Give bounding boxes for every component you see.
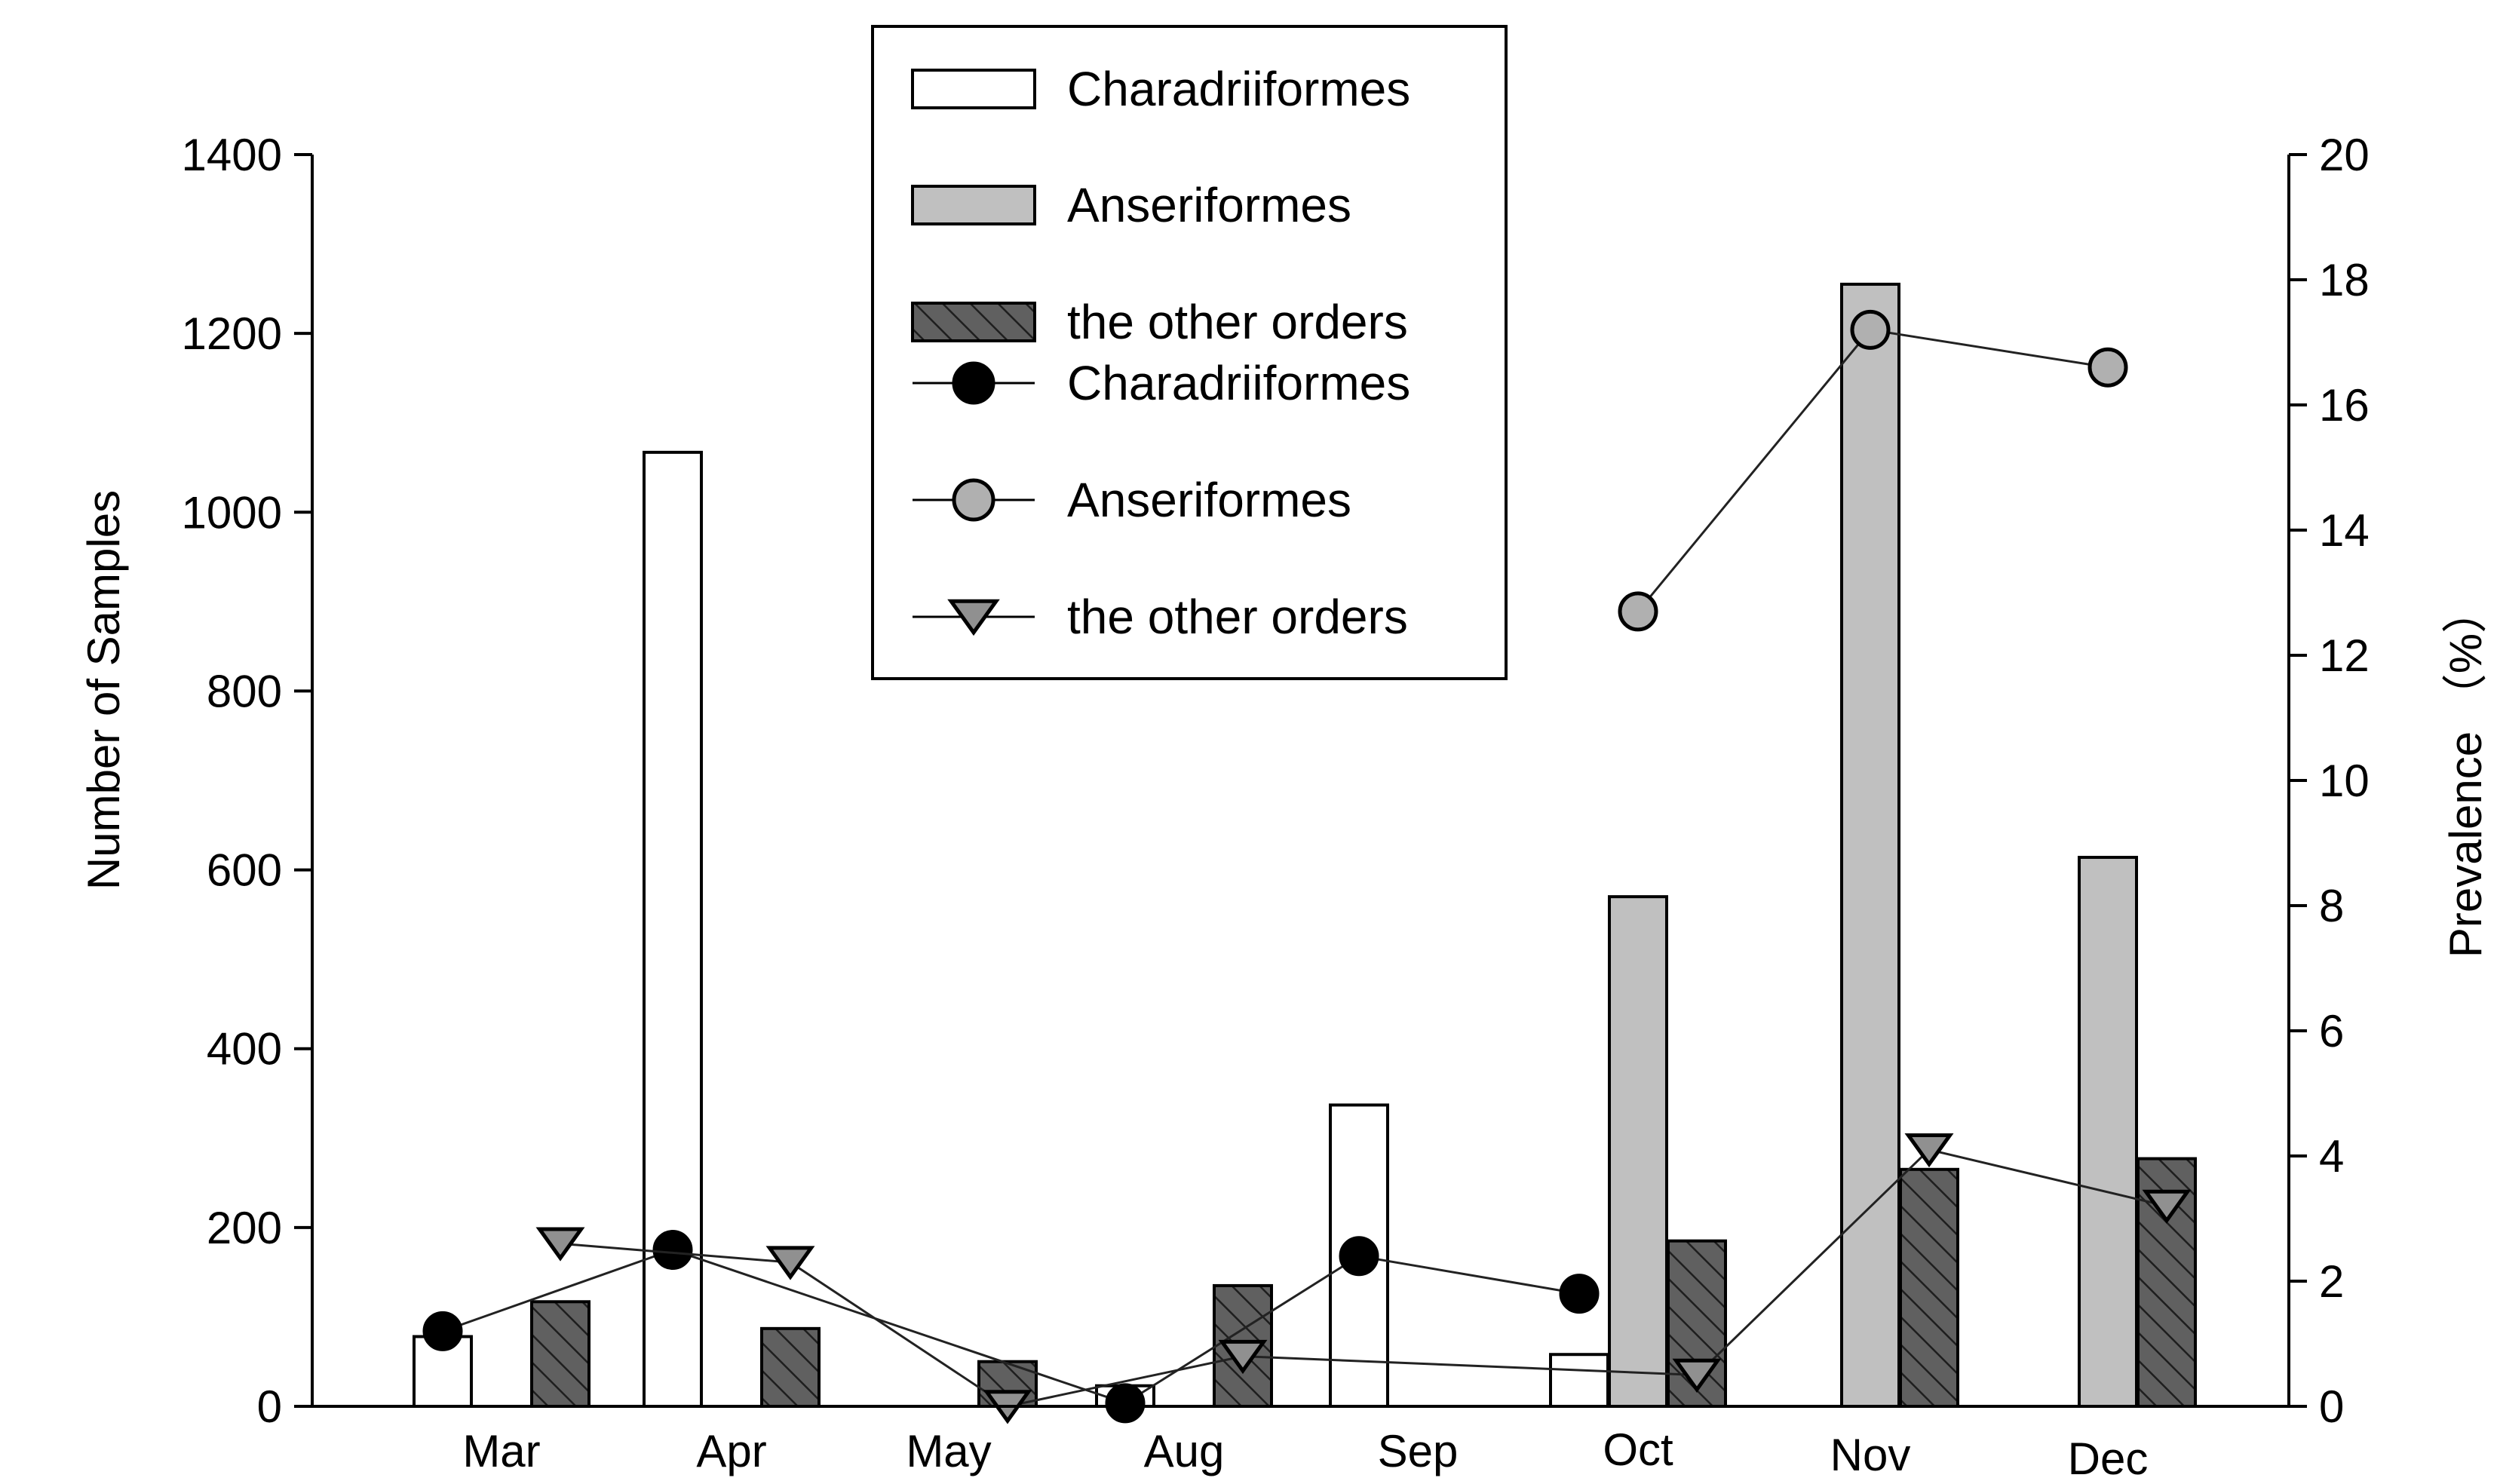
y2-tick-label: 20: [2319, 130, 2370, 180]
point-charadriiformes-mar: [422, 1311, 463, 1351]
legend-box: [871, 25, 1508, 680]
point-charadriiformes-oct: [1559, 1274, 1600, 1314]
x-tick-label: Dec: [2068, 1433, 2149, 1484]
point-other-orders-aug: [1218, 1339, 1268, 1375]
legend-label-anseriformes: Anseriformes: [1067, 178, 1351, 232]
legend-label-charadriiformes: Charadriiformes: [1067, 356, 1410, 410]
x-tick-label: Nov: [1830, 1430, 1911, 1480]
legend-label-other-orders: the other orders: [1067, 590, 1408, 644]
x-tick-label: Aug: [1144, 1426, 1225, 1476]
x-tick-label: Apr: [696, 1426, 766, 1476]
y2-tick-label: 12: [2319, 630, 2370, 681]
bar-hatched-apr: [760, 1326, 821, 1409]
legend-marker-charadriiformes: [952, 361, 995, 405]
y2-tick-label: 16: [2319, 380, 2370, 431]
bar-gray-dec: [2078, 855, 2138, 1408]
y-tick-label: 0: [257, 1381, 282, 1432]
y2-axis-title: Prevalence （%）: [2440, 588, 2491, 958]
x-tick-label: May: [906, 1426, 991, 1476]
legend-marker-other-orders: [947, 599, 1000, 636]
legend: Charadriiformes Anseriformes the other ord…: [871, 25, 1508, 680]
y-tick-label: 200: [207, 1203, 282, 1253]
y-tick-label: 800: [207, 666, 282, 716]
y2-tick-label: 2: [2319, 1256, 2344, 1307]
y-tick-label: 1400: [182, 130, 282, 180]
y2-tick-label: 6: [2319, 1006, 2344, 1056]
legend-label-charadriiformes: Charadriiformes: [1067, 62, 1410, 116]
point-other-orders-dec: [2142, 1189, 2192, 1224]
y2-tick-label: 14: [2319, 505, 2370, 556]
legend-swatch-bar-anseriformes: [911, 185, 1036, 225]
point-charadriiformes-sep: [1339, 1236, 1379, 1277]
y-tick-label: 1000: [182, 487, 282, 538]
y2-tick-label: 18: [2319, 255, 2370, 305]
point-anseriformes-dec: [2087, 347, 2128, 388]
y-tick-label: 1200: [182, 308, 282, 359]
point-other-orders-apr: [765, 1246, 815, 1280]
point-charadriiformes-apr: [652, 1230, 693, 1270]
legend-marker-anseriformes: [952, 478, 995, 522]
point-other-orders-oct: [1672, 1358, 1722, 1393]
legend-swatch-bar-other-orders: [911, 302, 1036, 342]
lines-layer: [422, 309, 2192, 1424]
legend-label-anseriformes: Anseriformes: [1067, 473, 1351, 527]
x-tick-label: Sep: [1378, 1426, 1459, 1476]
y2-tick-label: 10: [2319, 756, 2370, 806]
y-tick-label: 400: [207, 1024, 282, 1075]
y2-tick-label: 4: [2319, 1131, 2344, 1182]
point-charadriiformes-aug: [1105, 1383, 1146, 1424]
point-anseriformes-nov: [1850, 309, 1891, 350]
bar-gray-nov: [1840, 282, 1900, 1408]
y-axis-title: Number of Samples: [78, 490, 129, 890]
point-other-orders-mar: [535, 1227, 585, 1262]
y2-tick-label: 0: [2319, 1381, 2344, 1432]
bar-hatched-nov: [1899, 1167, 1959, 1409]
bar-gray-oct: [1608, 895, 1668, 1408]
x-tick-label: Oct: [1603, 1424, 1673, 1475]
y-tick-label: 600: [207, 845, 282, 896]
axes-layer: 0 200 400 600 800 1000 1200 1400 0 2 4 6 8 10 12 14 16 18…: [182, 130, 2370, 1484]
legend-label-other-orders: the other orders: [1067, 295, 1408, 349]
bar-hatched-mar: [530, 1300, 591, 1409]
y2-tick-label: 8: [2319, 881, 2344, 931]
point-anseriformes-oct: [1618, 591, 1658, 632]
legend-swatch-bar-charadriiformes: [911, 69, 1036, 109]
bar-open-oct: [1549, 1353, 1609, 1408]
point-other-orders-nov: [1904, 1133, 1954, 1168]
x-tick-label: Mar: [462, 1426, 540, 1476]
